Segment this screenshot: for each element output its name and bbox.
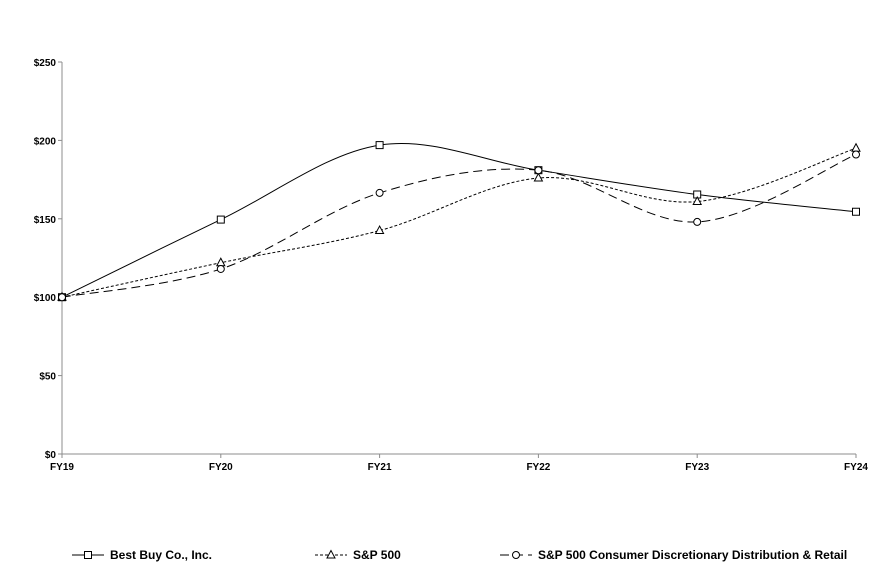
x-tick-label: FY21 [368,462,392,473]
data-point-2-fy24 [851,142,861,152]
x-tick-label: FY22 [526,462,550,473]
series-line-1 [61,142,857,298]
tick-labels: $0 $50 $100 $150 $200 $250 FY19 FY20 FY21 FY22 FY2… [34,58,869,473]
legend-marker [84,551,92,559]
legend-item-3: S&P 500 Consumer Discretionary Distribut… [500,548,847,562]
data-point-3-fy21 [375,188,384,197]
data-point-3-fy24 [852,150,860,159]
y-tick-label: $200 [34,136,57,147]
legend-item-1: Best Buy Co., Inc. [72,548,212,562]
y-tick-label: $0 [45,450,57,461]
y-tick-label: $250 [34,58,57,69]
series-markers [57,141,861,302]
legend: Best Buy Co., Inc. S&P 500 S&P 500 Consume… [72,548,847,562]
series-lines [61,142,857,298]
y-tick-label: $100 [34,293,57,304]
series-line-3 [61,154,857,298]
data-point-1-fy21 [375,141,384,150]
x-tick-label: FY23 [685,462,709,473]
x-tick-label: FY20 [209,462,233,473]
legend-marker [512,551,520,559]
legend-label: Best Buy Co., Inc. [110,548,212,562]
legend-item-2: S&P 500 [315,548,401,562]
data-point-1-fy20 [216,215,225,224]
series-line-2 [61,147,857,298]
data-point-2-fy22 [533,172,544,182]
data-point-3-fy20 [216,264,225,273]
data-point-2-fy23 [692,195,703,206]
x-tick-label: FY19 [50,462,74,473]
legend-label: S&P 500 Consumer Discretionary Distribut… [538,548,847,562]
data-point-3-fy23 [693,217,702,226]
data-point-3-fy22 [534,166,543,175]
y-tick-label: $150 [34,215,57,226]
axes [58,61,857,458]
legend-marker [326,549,336,559]
legend-label: S&P 500 [353,548,401,562]
data-point-1-fy24 [852,207,860,216]
x-tick-label: FY24 [844,462,868,473]
data-point-2-fy21 [374,224,385,235]
y-tick-label: $50 [39,372,56,383]
data-point-3-fy19 [58,293,66,302]
